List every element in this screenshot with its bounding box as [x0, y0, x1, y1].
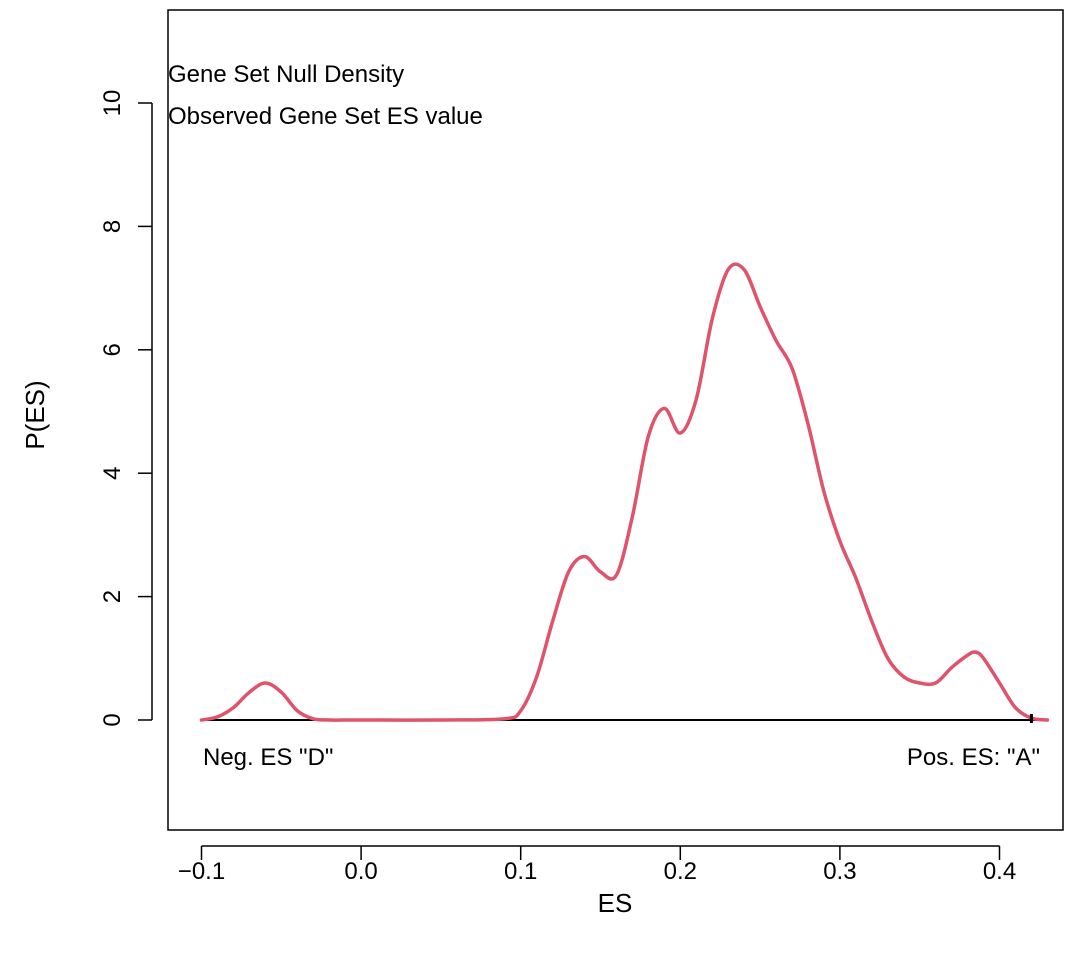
x-axis-label: ES: [598, 888, 633, 918]
x-tick-label: −0.1: [178, 858, 225, 885]
y-axis-label: P(ES): [20, 380, 50, 449]
x-tick-label: 0.2: [664, 858, 697, 885]
plot-frame: [167, 9, 1064, 831]
y-tick-label: 0: [99, 713, 126, 726]
annotation-positive-es: Pos. ES: "A": [907, 744, 1040, 771]
x-tick-label: 0.1: [504, 858, 537, 885]
y-tick-label: 6: [99, 343, 126, 356]
x-tick-label: 0.3: [823, 858, 856, 885]
y-tick-label: 4: [99, 467, 126, 480]
y-tick-label: 8: [99, 220, 126, 233]
y-tick-label: 10: [99, 90, 126, 117]
y-axis: 0 2 4 6 8 10: [99, 90, 153, 727]
annotation-negative-es: Neg. ES "D": [203, 744, 333, 771]
legend-entry-null-density: Gene Set Null Density: [168, 61, 404, 88]
x-tick-label: 0.0: [344, 858, 377, 885]
null-density-curve: [199, 262, 1050, 722]
x-axis: −0.1 0.0 0.1 0.2 0.3 0.4: [178, 845, 1016, 885]
y-tick-label: 2: [99, 590, 126, 603]
x-tick-label: 0.4: [983, 858, 1016, 885]
legend-entry-observed-es: Observed Gene Set ES value: [168, 103, 483, 130]
